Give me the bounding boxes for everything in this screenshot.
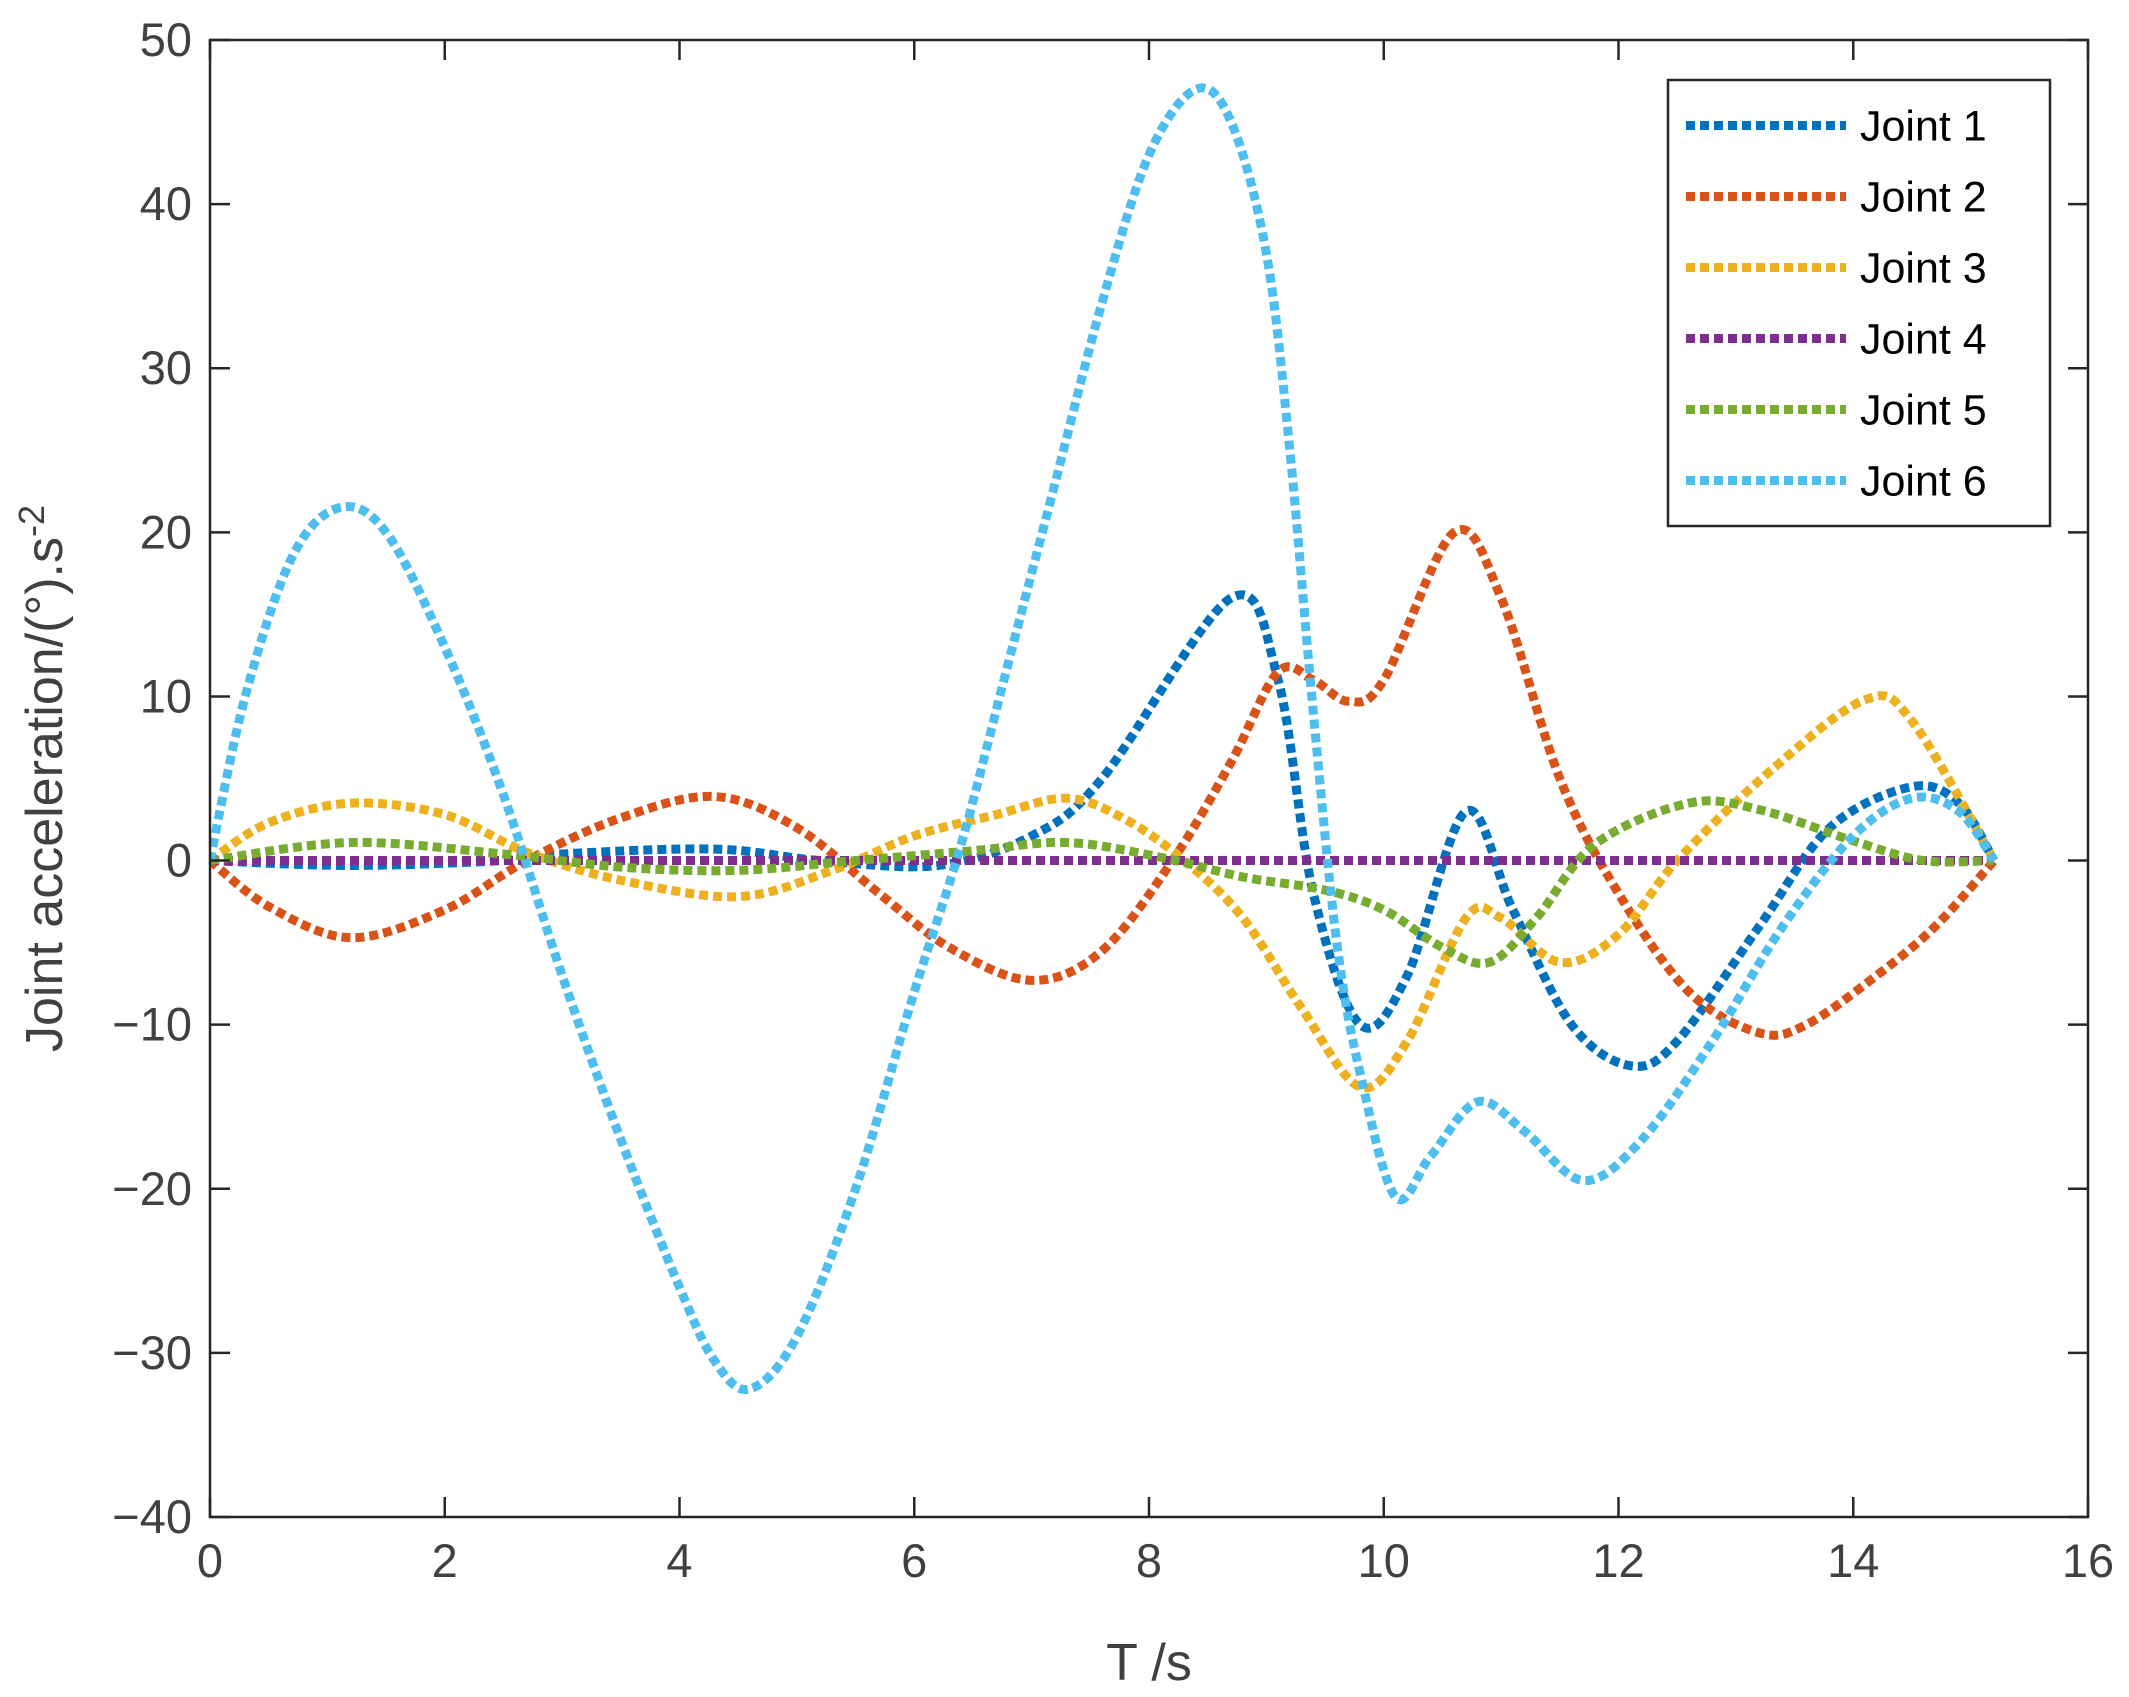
series-line-joint-5	[210, 796, 1995, 968]
y-tick-label: −40	[112, 1490, 192, 1543]
legend-label: Joint 6	[1860, 458, 1987, 506]
y-tick-label: 30	[140, 341, 192, 394]
legend-label: Joint 2	[1860, 174, 1987, 222]
series-line-joint-6	[210, 83, 1998, 1395]
legend-label: Joint 3	[1860, 245, 1987, 293]
y-tick-label: −20	[112, 1162, 192, 1215]
y-tick-label: 10	[140, 669, 192, 722]
y-tick-label: 0	[166, 834, 192, 887]
series-line-joint-3	[210, 691, 1998, 1093]
x-tick-label: 2	[432, 1534, 458, 1587]
x-tick-label: 4	[666, 1534, 692, 1587]
x-tick-label: 14	[1827, 1534, 1879, 1587]
y-tick-label: 20	[140, 505, 192, 558]
legend-label: Joint 4	[1860, 316, 1987, 364]
series-line-joint-2	[210, 525, 1998, 1040]
x-tick-label: 10	[1358, 1534, 1410, 1587]
legend-box	[1666, 78, 2052, 528]
x-tick-label: 6	[901, 1534, 927, 1587]
series-layer	[210, 83, 1999, 1395]
legend-label: Joint 5	[1860, 387, 1987, 435]
legend-label: Joint 1	[1860, 103, 1987, 151]
x-tick-label: 12	[1592, 1534, 1644, 1587]
y-tick-label: −10	[112, 998, 192, 1051]
x-axis-title: T /s	[1106, 1634, 1192, 1692]
x-tick-label: 0	[197, 1534, 223, 1587]
y-tick-label: 40	[140, 177, 192, 230]
x-tick-label: 8	[1136, 1534, 1162, 1587]
legend: Joint 1 Joint 2 Joint 3 Joint 4 Joint 5 Joint…	[1666, 78, 2052, 528]
ticks-layer: 0 2 4 6 8 10 12 14 16 −40 −30 −20 −10 0 10 20 30 40 50	[112, 13, 2114, 1587]
y-tick-label: −30	[112, 1326, 192, 1379]
y-axis-title: Joint acceleration/(°).s-2	[11, 505, 74, 1052]
x-tick-label: 16	[2062, 1534, 2114, 1587]
y-tick-label: 50	[140, 13, 192, 66]
